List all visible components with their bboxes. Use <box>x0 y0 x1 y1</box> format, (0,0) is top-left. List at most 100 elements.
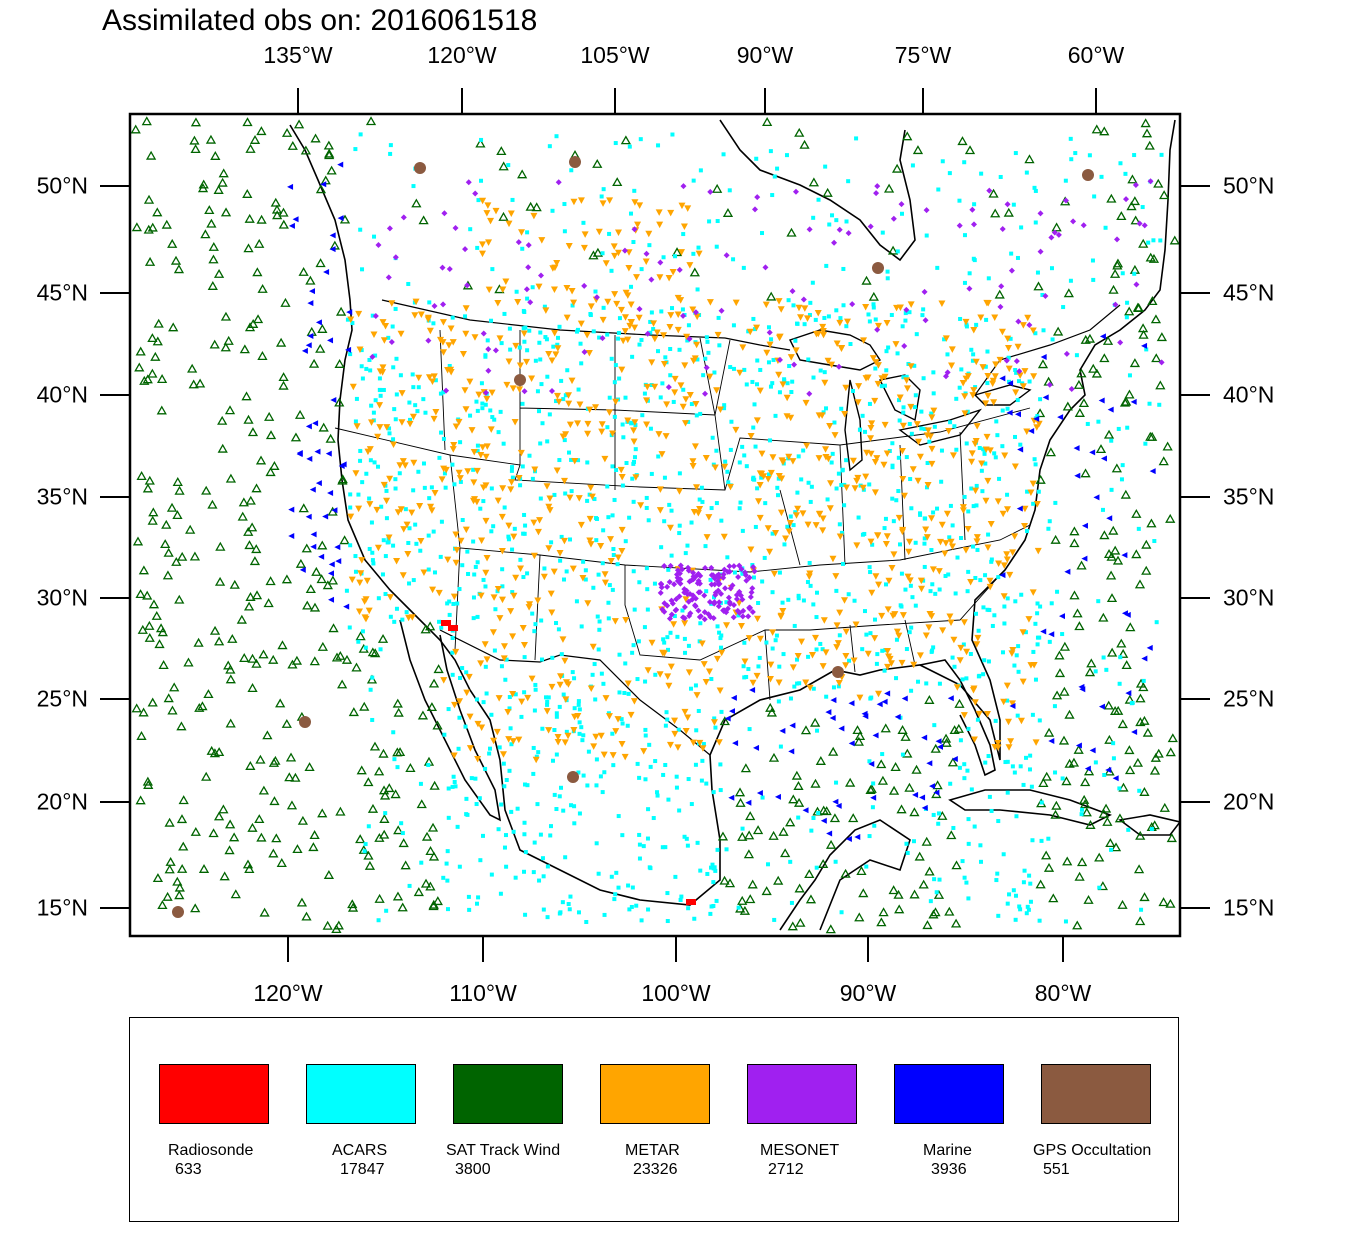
acars-marker <box>531 771 536 776</box>
acars-marker <box>1147 401 1152 406</box>
metar-marker <box>838 345 846 352</box>
metar-marker <box>587 685 595 692</box>
acars-marker <box>548 824 553 829</box>
metar-marker <box>642 258 650 265</box>
acars-marker <box>908 477 913 482</box>
acars-marker <box>651 327 656 332</box>
marine-marker <box>315 319 322 326</box>
acars-marker <box>957 198 962 203</box>
acars-marker <box>904 841 909 846</box>
acars-marker <box>606 600 611 605</box>
acars-marker <box>711 880 716 885</box>
sat-track-wind-marker <box>339 535 350 545</box>
metar-marker <box>450 593 458 601</box>
metar-marker <box>777 306 785 313</box>
metar-marker <box>808 652 816 659</box>
acars-marker <box>647 742 652 747</box>
sat-track-wind-marker <box>315 184 327 194</box>
acars-marker <box>996 575 1001 580</box>
acars-marker <box>691 251 696 256</box>
acars-marker <box>973 575 978 580</box>
acars-marker <box>597 619 602 624</box>
marine-marker <box>730 694 737 701</box>
sat-track-wind-marker <box>294 409 306 419</box>
metar-marker <box>452 531 460 539</box>
sat-track-wind-marker <box>735 797 746 807</box>
acars-marker <box>994 878 999 883</box>
acars-marker <box>525 571 530 576</box>
acars-marker <box>1030 838 1035 843</box>
sat-track-wind-marker <box>425 621 436 631</box>
metar-marker <box>680 223 688 230</box>
sat-track-wind-marker <box>1062 401 1073 411</box>
acars-marker <box>523 850 528 855</box>
metar-marker <box>388 300 396 307</box>
metar-marker <box>584 430 592 438</box>
acars-marker <box>801 598 806 603</box>
mesonet-marker <box>873 190 880 197</box>
acars-marker <box>554 134 559 139</box>
acars-marker <box>973 611 978 616</box>
acars-marker <box>810 280 815 285</box>
sat-track-wind-marker <box>230 889 241 899</box>
acars-marker <box>520 401 525 406</box>
metar-marker <box>961 393 969 400</box>
acars-marker <box>617 652 622 657</box>
metar-marker <box>833 340 841 348</box>
metar-marker <box>814 310 822 317</box>
acars-marker <box>590 672 595 677</box>
metar-marker <box>442 466 450 474</box>
metar-marker <box>1007 738 1015 745</box>
acars-marker <box>929 548 934 553</box>
acars-marker <box>394 606 399 611</box>
gps-occultation-marker <box>1082 169 1094 181</box>
right-lat-tick-label: 50°N <box>1223 172 1275 199</box>
acars-marker <box>766 862 771 867</box>
metar-marker <box>956 657 964 664</box>
sat-track-wind-marker <box>242 189 253 198</box>
sat-track-wind-marker <box>277 640 288 650</box>
metar-marker <box>457 537 465 545</box>
mesonet-marker <box>599 335 606 342</box>
sat-track-wind-marker <box>1117 719 1128 729</box>
sat-track-wind-marker <box>428 901 439 911</box>
sat-track-wind-marker <box>794 127 805 137</box>
acars-marker <box>1033 188 1038 193</box>
acars-marker <box>344 588 349 593</box>
sat-track-wind-marker <box>190 903 201 913</box>
sat-track-wind-marker <box>1069 590 1080 600</box>
metar-marker <box>984 477 992 485</box>
metar-marker <box>464 468 472 475</box>
metar-marker <box>767 469 775 477</box>
metar-marker <box>794 505 802 513</box>
metar-marker <box>684 714 692 722</box>
sat-track-wind-marker <box>825 924 836 934</box>
acars-marker <box>458 440 463 445</box>
acars-marker <box>1033 677 1038 682</box>
metar-marker <box>515 475 523 482</box>
metar-marker <box>686 392 694 399</box>
acars-marker <box>837 522 842 527</box>
metar-marker <box>926 610 934 618</box>
metar-marker <box>746 328 754 336</box>
acars-marker <box>665 717 670 722</box>
metar-marker <box>739 344 747 351</box>
metar-marker <box>494 585 502 593</box>
sat-track-wind-marker <box>190 144 201 154</box>
acars-marker <box>1017 904 1022 909</box>
metar-marker <box>816 510 824 518</box>
acars-marker <box>568 894 573 899</box>
acars-marker <box>894 637 899 642</box>
acars-marker <box>1103 225 1108 230</box>
acars-marker <box>616 814 621 819</box>
mesonet-marker <box>716 599 723 606</box>
acars-marker <box>816 811 821 816</box>
acars-marker <box>757 655 762 660</box>
metar-marker <box>678 202 686 210</box>
metar-marker <box>772 530 780 537</box>
mesonet-marker <box>1004 201 1011 208</box>
acars-marker <box>660 381 665 386</box>
metar-marker <box>842 384 850 392</box>
acars-marker <box>655 793 660 798</box>
acars-marker <box>367 357 372 362</box>
